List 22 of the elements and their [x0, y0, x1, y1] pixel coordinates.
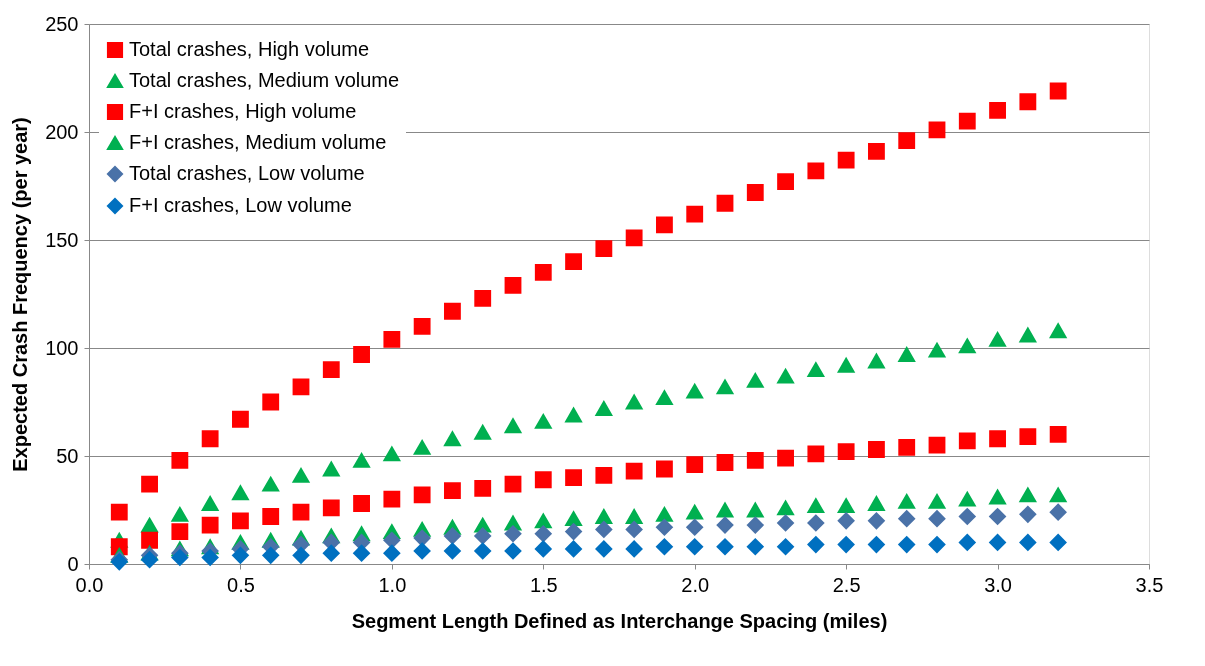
x-tick-label: 0.0 — [75, 573, 104, 596]
x-tick-label: 1.0 — [378, 573, 407, 596]
legend-label: F+I crashes, High volume — [129, 100, 357, 122]
legend-label: Total crashes, Medium volume — [129, 69, 400, 91]
x-tick-label: 1.5 — [529, 573, 558, 596]
x-axis-title: Segment Length Defined as Interchange Spacing (miles) — [351, 609, 888, 632]
legend-label: Total crashes, High volume — [129, 38, 370, 60]
legend-label: F+I crashes, Low volume — [129, 194, 352, 216]
y-tick-label: 0 — [67, 552, 79, 575]
legend-label: Total crashes, Low volume — [129, 162, 365, 184]
legend-label: F+I crashes, Medium volume — [129, 131, 387, 153]
y-tick-label: 50 — [56, 444, 79, 467]
y-tick-label: 250 — [45, 12, 79, 35]
y-tick-label: 100 — [45, 336, 79, 359]
y-axis-title: Expected Crash Frequency (per year) — [9, 117, 32, 472]
x-tick-label: 3.5 — [1135, 573, 1164, 596]
y-tick-label: 200 — [45, 120, 79, 143]
x-tick-label: 0.5 — [227, 573, 255, 596]
x-tick-label: 3.0 — [984, 573, 1012, 596]
x-tick-label: 2.5 — [832, 573, 861, 596]
y-tick-label: 150 — [45, 228, 79, 251]
x-tick-label: 2.0 — [681, 573, 710, 596]
